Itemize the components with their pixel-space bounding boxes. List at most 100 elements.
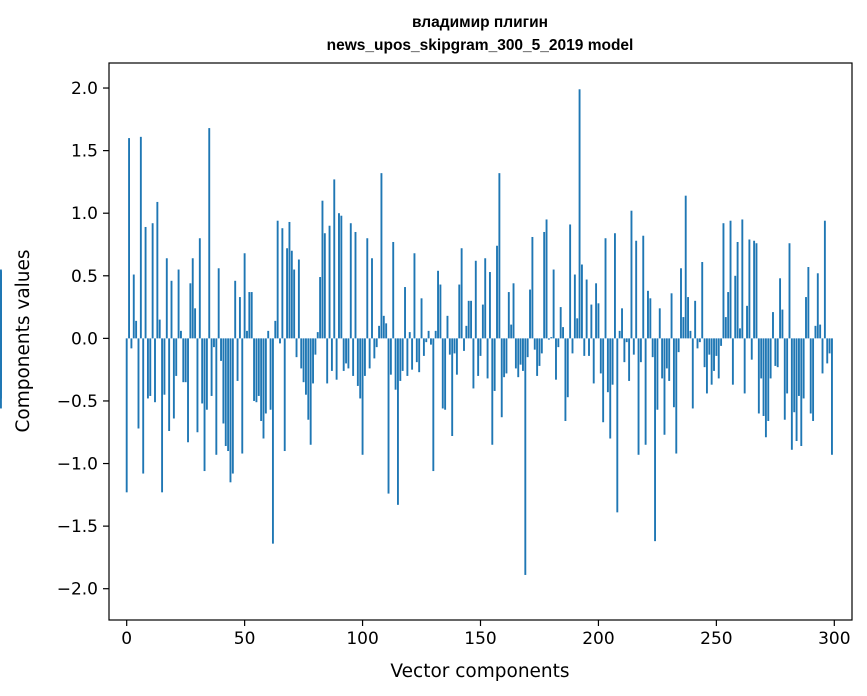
bar [491,338,494,445]
x-tick-label: 0 [121,629,132,649]
bar [352,338,355,376]
bar [420,298,423,339]
bar [437,270,439,339]
bar [271,338,274,544]
y-tick-label: 1.5 [71,142,98,162]
bar [309,338,312,445]
bar [831,338,833,455]
bar [281,228,284,339]
bar [637,338,640,455]
bar [380,173,383,339]
bar [375,338,378,348]
bar [727,292,730,339]
bar [689,330,692,339]
bar [368,338,371,369]
bar [552,269,555,339]
bar [602,338,605,423]
bar [328,225,331,339]
bar [783,338,786,420]
bar [290,250,293,339]
bar [307,338,310,420]
bar [658,308,661,339]
bar [590,304,593,339]
bar [338,213,340,339]
bar [828,338,831,354]
bar [257,338,260,396]
bar [814,325,817,339]
bar [524,338,527,575]
bar [295,338,298,358]
bar [687,297,690,339]
bar [411,338,414,370]
bar [526,338,529,358]
bar [583,338,586,356]
bar [611,338,614,385]
bar [222,338,225,424]
bar [729,220,732,339]
bar [576,318,579,339]
bar [635,240,638,339]
bar [422,338,425,356]
bar [488,272,491,339]
bar [802,338,805,399]
bar [672,338,675,408]
bar [786,338,789,394]
y-tick-label: −1.5 [57,517,98,537]
bar [684,195,687,339]
bar [717,338,720,379]
bar [413,253,416,339]
bar [724,317,727,339]
bar [472,338,475,389]
bar [722,223,725,339]
bar [793,338,796,413]
bar [305,338,307,395]
bar [746,305,748,339]
bar [408,332,411,339]
bar [154,338,156,403]
bar [156,201,159,339]
bar [238,297,241,339]
bar [189,283,192,339]
bar [125,338,128,493]
x-tick-label: 150 [464,629,496,649]
bar [321,200,324,339]
bar [639,338,642,363]
bar [821,338,824,374]
bar [264,338,267,414]
y-tick-label: −0.5 [57,392,98,412]
bar [253,338,256,401]
bar [498,173,501,339]
bar [519,338,522,365]
bar [762,338,765,416]
bar [208,128,211,339]
bar [340,215,343,339]
bar [453,338,456,354]
bar [753,240,756,339]
bar [760,338,763,379]
bar [217,268,220,339]
bar [283,338,286,452]
bar [451,338,454,436]
bar [628,338,631,381]
bar [241,338,244,454]
bar [161,338,164,493]
bar [757,338,760,414]
bar [0,338,2,383]
bar [484,258,487,339]
bar [250,292,253,339]
bar [194,308,197,339]
bar [564,338,567,421]
bar [701,262,704,339]
bar [557,338,560,348]
bar [279,338,281,344]
bar [769,338,772,379]
x-tick-label: 200 [582,629,614,649]
bar [661,338,664,379]
bar [642,235,645,339]
bar [144,226,147,339]
bar [486,338,489,379]
bar [569,224,572,339]
bar [677,338,680,353]
bar [288,221,291,339]
bar [401,338,404,371]
